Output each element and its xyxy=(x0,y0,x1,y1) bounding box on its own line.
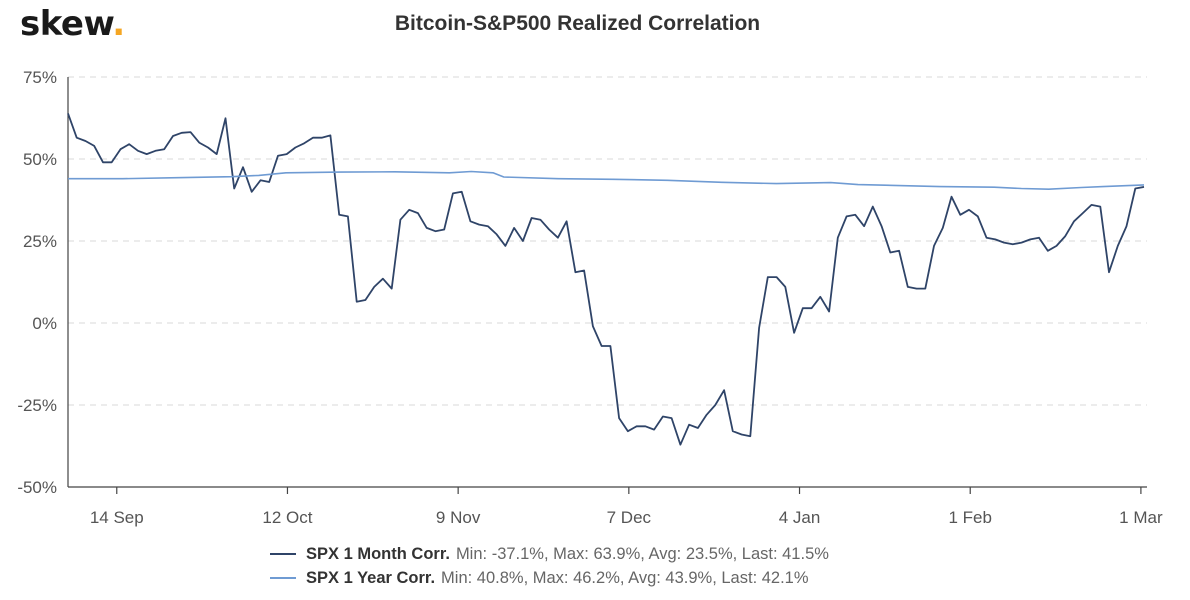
logo-text: skew xyxy=(20,4,113,44)
legend-series-stats: Min: -37.1%, Max: 63.9%, Avg: 23.5%, Las… xyxy=(455,544,829,563)
logo-dot: . xyxy=(112,4,125,44)
axes xyxy=(67,77,1147,494)
y-tick-label: -50% xyxy=(17,478,57,497)
legend-item-month[interactable]: SPX 1 Month Corr. Min: -37.1%, Max: 63.9… xyxy=(270,542,829,566)
legend-swatch-month xyxy=(270,553,296,555)
x-tick-label: 12 Oct xyxy=(262,508,312,527)
x-tick-label: 4 Jan xyxy=(779,508,821,527)
legend-series-name: SPX 1 Year Corr. xyxy=(306,568,436,587)
y-tick-label: -25% xyxy=(17,396,57,415)
y-tick-label: 0% xyxy=(32,314,57,333)
x-tick-label: 7 Dec xyxy=(607,508,652,527)
chart-legend: SPX 1 Month Corr. Min: -37.1%, Max: 63.9… xyxy=(270,542,829,590)
tick-labels: -50% -25% 0% 25% 50% 75% 14 Sep 12 Oct 9 Nov 7 De… xyxy=(17,68,1163,527)
series-line-year xyxy=(68,170,1145,190)
x-tick-label: 1 Feb xyxy=(948,508,991,527)
y-tick-label: 50% xyxy=(23,150,57,169)
x-tick-label: 1 Mar xyxy=(1119,508,1163,527)
gridlines xyxy=(68,76,1147,406)
legend-series-stats: Min: 40.8%, Max: 46.2%, Avg: 43.9%, Last… xyxy=(441,568,809,587)
skew-logo: skew. xyxy=(20,4,125,44)
legend-item-year[interactable]: SPX 1 Year Corr. Min: 40.8%, Max: 46.2%,… xyxy=(270,566,829,590)
chart-title: Bitcoin-S&P500 Realized Correlation xyxy=(394,12,761,35)
legend-series-name: SPX 1 Month Corr. xyxy=(306,544,450,563)
y-tick-label: 25% xyxy=(23,232,57,251)
x-tick-label: 9 Nov xyxy=(436,508,481,527)
y-tick-label: 75% xyxy=(23,68,57,87)
x-tick-label: 14 Sep xyxy=(90,508,144,527)
series-lines xyxy=(67,113,1145,446)
legend-swatch-year xyxy=(270,577,296,579)
series-line-month xyxy=(67,113,1145,446)
